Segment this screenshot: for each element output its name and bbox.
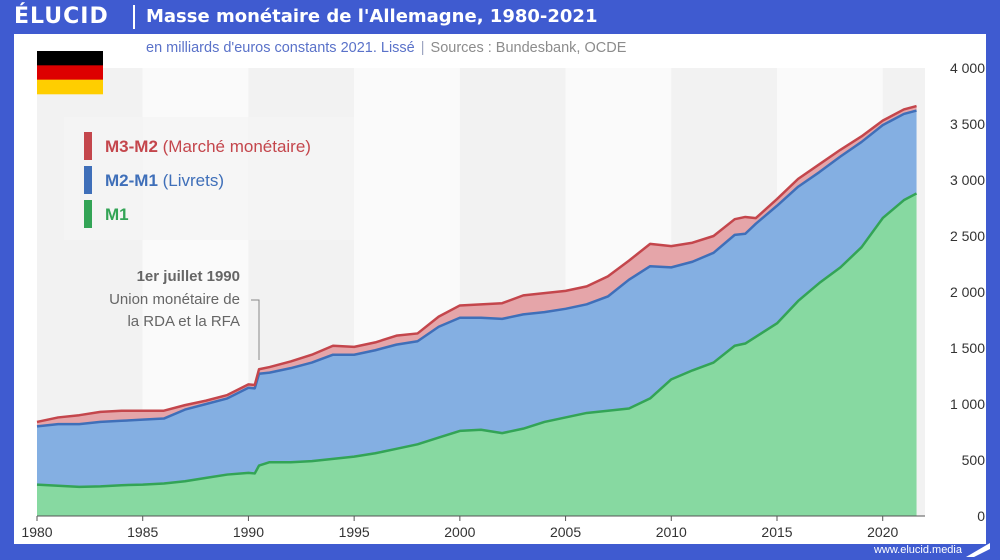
legend-label: M3-M2 (Marché monétaire) [105,137,311,156]
series-line-2 [36,109,917,428]
legend-swatch [84,132,92,160]
legend-swatch [84,200,92,228]
subtitle-text: en milliards d'euros constants 2021. Lis… [146,40,415,56]
x-tick-label: 1985 [127,524,158,540]
german-flag-stripe [37,65,103,80]
x-tick-label: 2000 [444,524,475,540]
chart-title: Masse monétaire de l'Allemagne, 1980-202… [146,6,598,27]
german-flag-stripe [37,79,103,95]
legend-swatch [84,166,92,194]
german-flag-stripe [37,51,103,66]
sources-text: Sources : Bundesbank, OCDE [430,40,627,56]
y-tick-label: 0 [977,508,985,524]
y-tick-label: 3 000 [950,172,985,188]
series-line-1 [36,192,918,489]
series-area-1 [37,193,917,516]
x-tick-label: 1990 [233,524,264,540]
series-area-2 [37,110,917,487]
legend-label: M2-M1 (Livrets) [105,171,224,190]
y-tick-label: 1 500 [950,340,985,356]
subtitle-separator: | [420,40,425,56]
legend-box [64,117,354,240]
elucid-flag-icon [966,543,990,557]
series-line-3 [36,104,917,424]
title-separator [133,5,135,29]
x-tick-label: 2015 [761,524,792,540]
y-tick-label: 2 000 [950,284,985,300]
annotation-line-2: la RDA et la RFA [127,313,240,330]
y-tick-label: 500 [962,452,986,468]
x-tick-label: 2020 [867,524,898,540]
x-tick-label: 1995 [339,524,370,540]
annotation-leader-line [251,299,260,360]
legend-label: M1 [105,205,129,224]
header-bar: ÉLUCID Masse monétaire de l'Allemagne, 1… [0,0,1000,34]
annotation-line-1: Union monétaire de [109,291,240,308]
footer-url: www.elucid.media [873,544,962,556]
y-tick-label: 4 000 [950,60,985,76]
x-tick-label: 2005 [550,524,581,540]
chart-subtitle: en milliards d'euros constants 2021. Lis… [146,40,626,56]
x-tick-label: 2010 [656,524,687,540]
x-tick-label: 1980 [21,524,52,540]
y-tick-label: 3 500 [950,116,985,132]
annotation-date: 1er juillet 1990 [137,268,240,285]
elucid-logo: ÉLUCID [14,4,109,29]
y-tick-label: 1 000 [950,396,985,412]
y-tick-label: 2 500 [950,228,985,244]
